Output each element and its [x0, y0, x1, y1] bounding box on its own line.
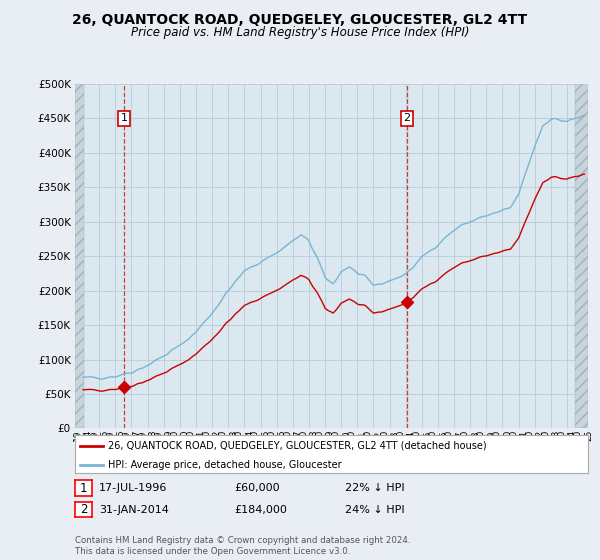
Text: Contains HM Land Registry data © Crown copyright and database right 2024.
This d: Contains HM Land Registry data © Crown c…	[75, 536, 410, 556]
Text: £184,000: £184,000	[234, 505, 287, 515]
Text: 1: 1	[121, 114, 128, 123]
Text: Price paid vs. HM Land Registry's House Price Index (HPI): Price paid vs. HM Land Registry's House …	[131, 26, 469, 39]
Text: 2: 2	[403, 114, 410, 123]
Text: 17-JUL-1996: 17-JUL-1996	[99, 483, 167, 493]
Text: HPI: Average price, detached house, Gloucester: HPI: Average price, detached house, Glou…	[109, 460, 342, 470]
Text: 26, QUANTOCK ROAD, QUEDGELEY, GLOUCESTER, GL2 4TT (detached house): 26, QUANTOCK ROAD, QUEDGELEY, GLOUCESTER…	[109, 441, 487, 451]
Text: 1: 1	[80, 482, 87, 495]
Text: 26, QUANTOCK ROAD, QUEDGELEY, GLOUCESTER, GL2 4TT: 26, QUANTOCK ROAD, QUEDGELEY, GLOUCESTER…	[73, 13, 527, 27]
Text: 2: 2	[80, 503, 87, 516]
Bar	[575, 84, 588, 428]
Text: 31-JAN-2014: 31-JAN-2014	[99, 505, 169, 515]
Text: £60,000: £60,000	[234, 483, 280, 493]
Bar	[75, 84, 85, 428]
Text: 24% ↓ HPI: 24% ↓ HPI	[345, 505, 404, 515]
Text: 22% ↓ HPI: 22% ↓ HPI	[345, 483, 404, 493]
